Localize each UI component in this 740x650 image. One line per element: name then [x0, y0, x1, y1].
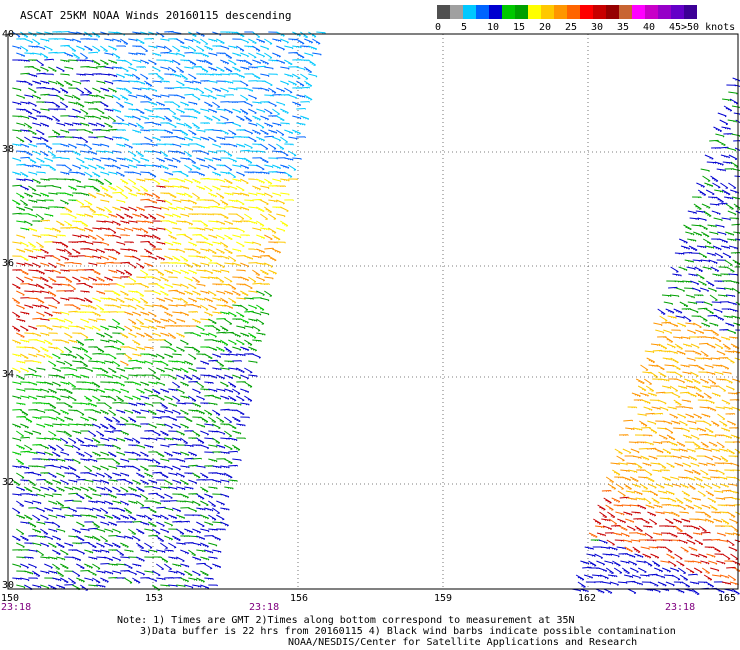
legend-swatch: [632, 5, 645, 19]
legend-tick-label: 0: [435, 22, 441, 33]
map-frame: [7, 33, 739, 590]
note-line-3: NOAA/NESDIS/Center for Satellite Applica…: [288, 637, 638, 648]
legend-swatch: [645, 5, 658, 19]
legend-swatch: [593, 5, 606, 19]
lon-label-153: 153: [145, 593, 163, 604]
note-line-2: 3)Data buffer is 22 hrs from 20160115 4)…: [140, 626, 676, 637]
legend-swatch: [463, 5, 476, 19]
legend-swatch: [489, 5, 502, 19]
legend-swatch: [554, 5, 567, 19]
legend-swatch: [476, 5, 489, 19]
legend-tick-label: 25: [565, 22, 577, 33]
lat-label-30: 30: [2, 580, 14, 591]
map-title: ASCAT 25KM NOAA Winds 20160115 descendin…: [20, 9, 292, 22]
legend-swatch: [619, 5, 632, 19]
lat-label-36: 36: [2, 258, 14, 269]
legend-swatch: [541, 5, 554, 19]
legend-swatch: [528, 5, 541, 19]
lon-label-165: 165: [718, 593, 736, 604]
legend-swatch: [671, 5, 684, 19]
lon-label-156: 156: [290, 593, 308, 604]
legend-swatch: [684, 5, 697, 19]
time-label-left: 23:18: [1, 602, 31, 613]
legend-tick-label: 15: [513, 22, 525, 33]
legend-swatch: [450, 5, 463, 19]
lat-label-40: 40: [2, 29, 14, 40]
legend-tick-label: 5: [461, 22, 467, 33]
legend-unit-label: >50 knots: [681, 22, 735, 33]
legend-tick-label: 20: [539, 22, 551, 33]
legend-tick-label: 40: [643, 22, 655, 33]
lat-label-38: 38: [2, 144, 14, 155]
lat-label-32: 32: [2, 477, 14, 488]
legend-swatch: [515, 5, 528, 19]
lon-label-159: 159: [434, 593, 452, 604]
wind-barb-swaths: [12, 30, 740, 595]
legend-tick-label: 45: [669, 22, 681, 33]
legend-tick-label: 10: [487, 22, 499, 33]
lon-label-150: 150: [1, 593, 19, 604]
legend-swatch: [437, 5, 450, 19]
time-label-middle: 23:18: [249, 602, 279, 613]
time-label-right: 23:18: [665, 602, 695, 613]
lon-label-162: 162: [578, 593, 596, 604]
legend-swatch: [567, 5, 580, 19]
legend-tick-label: 30: [591, 22, 603, 33]
legend-swatch: [580, 5, 593, 19]
legend-swatch: [658, 5, 671, 19]
legend-swatch: [606, 5, 619, 19]
note-line-1: Note: 1) Times are GMT 2)Times along bot…: [117, 615, 575, 626]
legend-tick-label: 35: [617, 22, 629, 33]
legend-swatch: [502, 5, 515, 19]
wind-speed-legend: 0 5 10 15 20 25 30 35 40 45: [435, 5, 697, 33]
lat-label-34: 34: [2, 369, 14, 380]
